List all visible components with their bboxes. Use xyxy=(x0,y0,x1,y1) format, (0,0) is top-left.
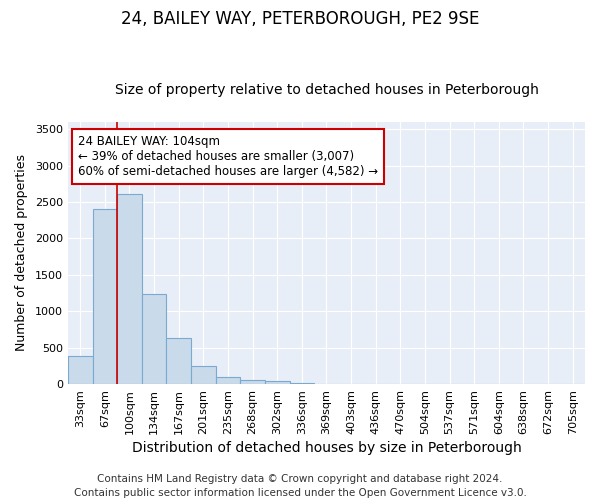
Bar xyxy=(142,294,166,384)
X-axis label: Distribution of detached houses by size in Peterborough: Distribution of detached houses by size … xyxy=(131,441,521,455)
Bar xyxy=(68,356,92,384)
Bar xyxy=(215,377,240,384)
Bar xyxy=(166,338,191,384)
Text: 24 BAILEY WAY: 104sqm
← 39% of detached houses are smaller (3,007)
60% of semi-d: 24 BAILEY WAY: 104sqm ← 39% of detached … xyxy=(78,135,379,178)
Bar xyxy=(92,209,117,384)
Bar xyxy=(290,382,314,384)
Title: Size of property relative to detached houses in Peterborough: Size of property relative to detached ho… xyxy=(115,83,538,97)
Bar xyxy=(117,194,142,384)
Bar xyxy=(191,366,215,384)
Y-axis label: Number of detached properties: Number of detached properties xyxy=(15,154,28,352)
Bar xyxy=(240,380,265,384)
Bar xyxy=(265,380,290,384)
Text: Contains HM Land Registry data © Crown copyright and database right 2024.
Contai: Contains HM Land Registry data © Crown c… xyxy=(74,474,526,498)
Text: 24, BAILEY WAY, PETERBOROUGH, PE2 9SE: 24, BAILEY WAY, PETERBOROUGH, PE2 9SE xyxy=(121,10,479,28)
